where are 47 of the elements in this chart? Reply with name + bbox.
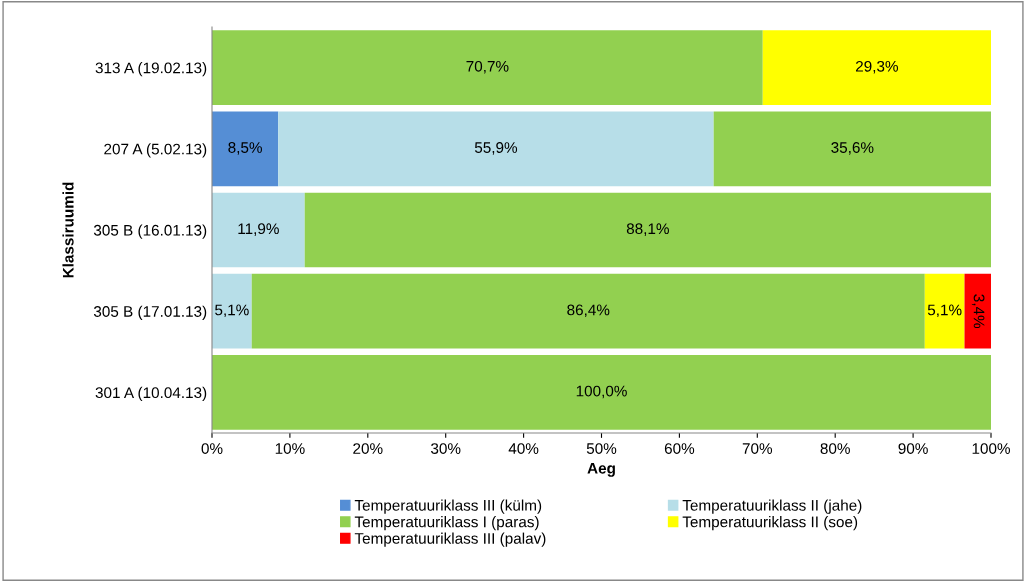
x-axis-title: Aeg — [587, 463, 615, 477]
x-tick-label: 40% — [508, 443, 539, 454]
y-tick-label: 305 B (16.01.13) — [93, 224, 207, 239]
bar — [762, 30, 991, 105]
y-axis-title: Klassiruumid — [62, 182, 74, 278]
bar — [212, 355, 991, 430]
data-label: 5,1% — [215, 304, 249, 318]
legend-label: Temperatuuriklass II (soe) — [682, 516, 858, 531]
x-tick-label: 50% — [586, 443, 617, 454]
data-label: 100,0% — [576, 385, 627, 399]
bar — [251, 273, 925, 349]
bar — [278, 111, 714, 187]
y-tick-label: 301 A (10.04.13) — [95, 386, 207, 402]
x-tick-label: 100% — [972, 443, 1010, 454]
data-label: 3,4% — [971, 294, 985, 329]
bar — [304, 192, 991, 268]
data-label: 88,1% — [626, 223, 669, 236]
bar — [924, 273, 965, 349]
x-tick-label: 80% — [820, 443, 850, 454]
x-tick-label: 10% — [275, 443, 305, 454]
y-tick-label: 305 B (17.01.13) — [93, 305, 207, 320]
data-label: 29,3% — [855, 60, 898, 74]
y-tick-label: 313 A (19.02.13) — [95, 62, 207, 77]
data-label: 70,7% — [466, 60, 509, 74]
y-tick-label: 207 A (5.02.13) — [104, 143, 207, 158]
data-label: 8,5% — [228, 142, 262, 155]
bar — [964, 273, 991, 349]
bar — [212, 111, 279, 187]
data-label: 35,6% — [831, 142, 874, 155]
bar — [212, 273, 252, 349]
x-tick-label: 70% — [742, 443, 773, 454]
legend-label: Temperatuuriklass I (paras) — [354, 516, 539, 531]
data-label: 86,4% — [567, 304, 610, 318]
legend-label: Temperatuuriklass III (külm) — [354, 499, 542, 514]
bar — [212, 30, 763, 105]
x-tick-label: 30% — [430, 443, 461, 454]
legend-label: Temperatuuriklass II (jahe) — [682, 499, 862, 514]
x-tick-label: 60% — [664, 443, 695, 454]
x-tick-label: 90% — [898, 443, 928, 454]
legend-label: Temperatuuriklass III (palav) — [354, 532, 546, 547]
data-label: 55,9% — [474, 142, 518, 155]
bar — [713, 111, 991, 187]
data-label: 5,1% — [927, 304, 962, 318]
bar — [212, 192, 305, 268]
data-label: 11,9% — [238, 223, 279, 236]
x-tick-label: 20% — [353, 443, 383, 454]
x-tick-label: 0% — [201, 443, 223, 454]
